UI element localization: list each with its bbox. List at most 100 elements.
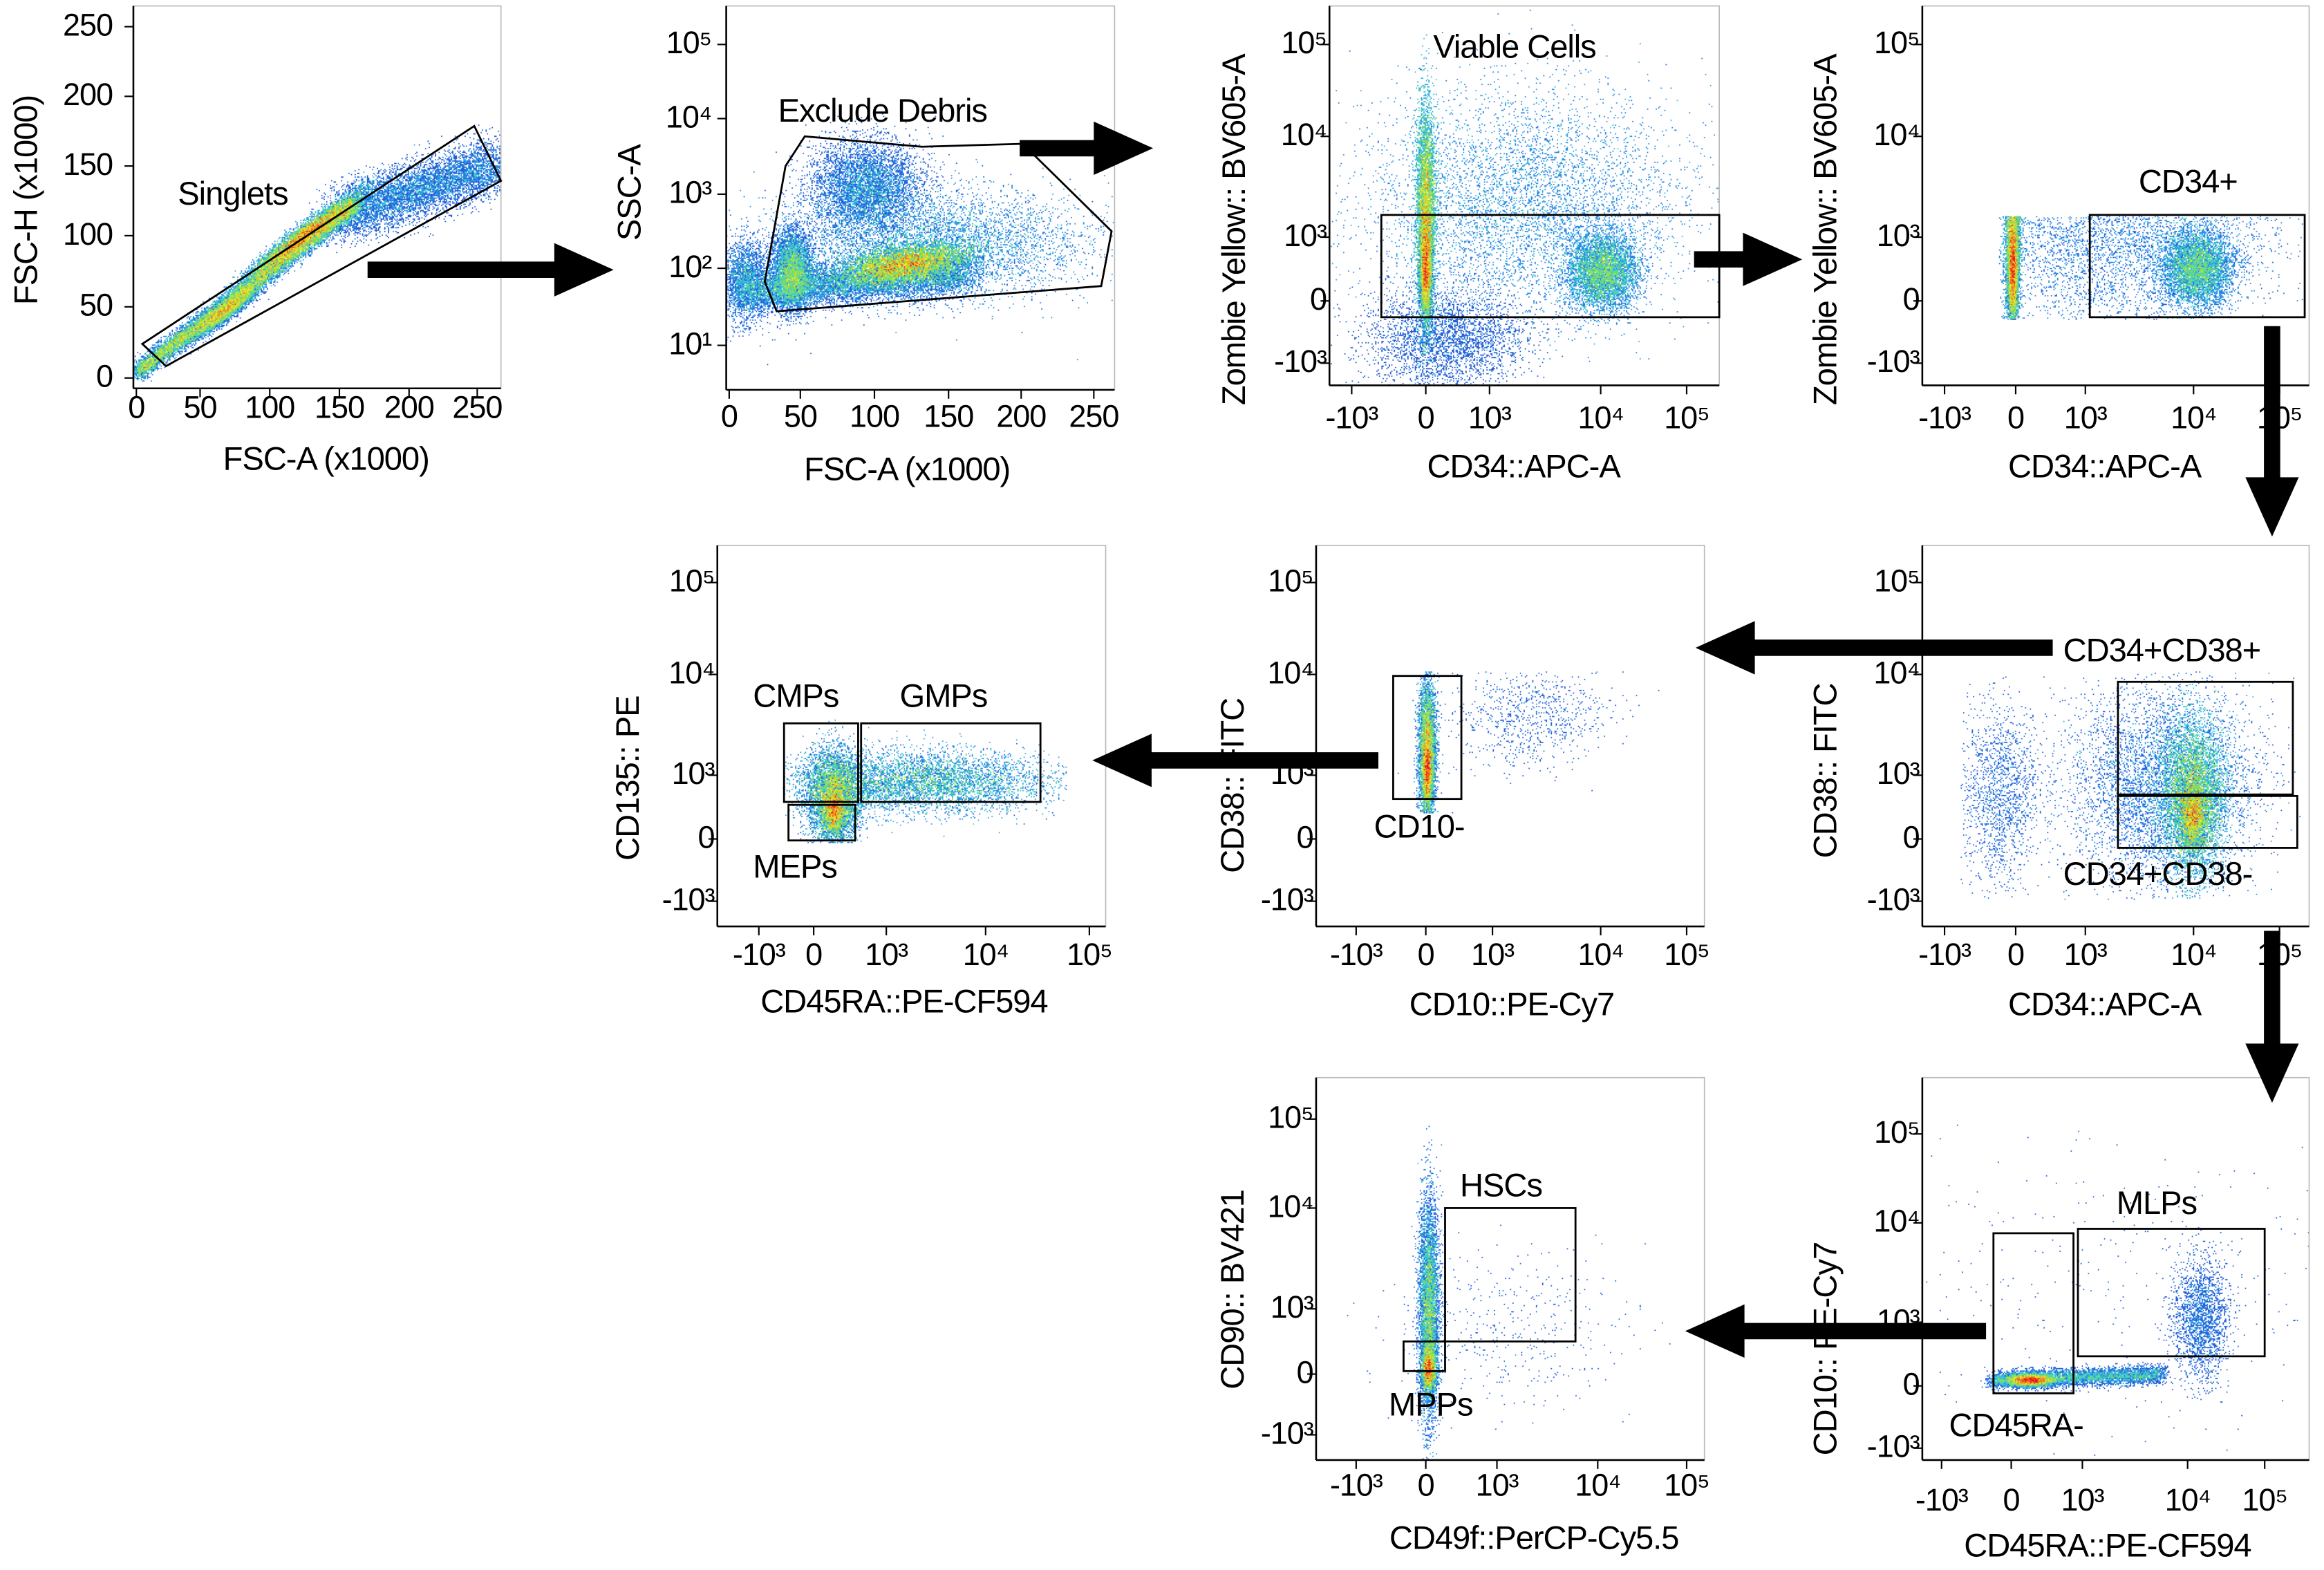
y-axis-label: SSC-A	[610, 144, 648, 241]
density-plot-hscs	[1315, 1077, 1705, 1460]
plot-cd34-positive	[1913, 5, 2310, 395]
density-plot-cd34-cd38	[1922, 545, 2309, 927]
y-tick-label: 0	[1902, 283, 1920, 317]
y-axis-label: Zombie Yellow:: BV605-A	[1806, 54, 1844, 406]
y-tick-label: 10³	[1876, 1304, 1920, 1339]
y-tick-label: 0	[1902, 1368, 1920, 1403]
plot-frame	[1315, 1076, 1705, 1461]
gate-label: CD34+CD38+	[2063, 631, 2262, 669]
y-tick-label: 10⁵	[666, 26, 713, 61]
y-tick-label: 10⁵	[1874, 564, 1920, 599]
gate-cd34-cd38-1[interactable]	[2117, 794, 2298, 849]
y-tick-label: 150	[63, 148, 113, 183]
x-tick-label: 100	[245, 391, 295, 426]
x-tick-label: 0	[128, 391, 145, 426]
x-tick-label: 10³	[2061, 1484, 2105, 1518]
density-plot-cd34-positive	[1922, 6, 2309, 386]
gate-cd34-cd38-0[interactable]	[2117, 680, 2294, 796]
y-axis-label: CD38:: FITC	[1214, 698, 1251, 873]
density-plot-singlets	[133, 6, 501, 389]
y-tick-label: 0	[1309, 283, 1327, 317]
gate-label: CD45RA-	[1949, 1406, 2083, 1444]
gate-progenitors-1[interactable]	[860, 722, 1042, 803]
x-tick-label: 0	[1417, 938, 1435, 973]
x-tick-label: 10⁴	[1577, 938, 1624, 973]
plot-hscs	[1307, 1076, 1705, 1469]
gate-singlets-0[interactable]	[140, 124, 503, 368]
x-tick-label: 10⁴	[962, 938, 1009, 973]
gate-hscs-0[interactable]	[1444, 1207, 1577, 1343]
gate-label: HSCs	[1459, 1166, 1543, 1204]
y-tick-label: 10⁴	[1873, 118, 1920, 153]
y-tick-label: 200	[63, 78, 113, 113]
plot-exclude-debris	[717, 5, 1116, 399]
y-tick-label: 10⁵	[1281, 26, 1327, 61]
gate-label: CD10-	[1374, 807, 1465, 845]
arrow-left-icon	[1695, 621, 2053, 675]
x-tick-label: 250	[1069, 400, 1119, 435]
x-tick-label: 50	[183, 391, 217, 426]
x-axis-label: CD10::PE-Cy7	[1409, 985, 1615, 1023]
y-tick-label: 0	[697, 821, 715, 856]
x-tick-label: 0	[2003, 1484, 2021, 1518]
x-axis-label: CD34::APC-A	[1427, 447, 1621, 485]
arrow-left-icon	[1685, 1304, 1987, 1358]
x-axis-label: FSC-A (x1000)	[804, 450, 1011, 488]
plot-cd34-cd38	[1913, 545, 2310, 935]
gate-hscs-1[interactable]	[1403, 1340, 1446, 1372]
gate-label: CD34+	[2138, 162, 2238, 200]
plot-frame	[1922, 5, 2310, 386]
x-tick-label: 10⁵	[2242, 1484, 2288, 1518]
x-axis-label: CD45RA::PE-CF594	[760, 982, 1048, 1020]
y-tick-label: 10⁵	[1874, 1116, 1920, 1150]
x-tick-label: 10⁴	[2171, 402, 2217, 436]
x-tick-label: 150	[924, 400, 974, 435]
gate-mlps-0[interactable]	[1992, 1232, 2074, 1394]
gate-label: CMPs	[753, 677, 839, 715]
x-tick-label: 10⁵	[1664, 938, 1710, 973]
x-tick-label: 0	[720, 400, 738, 435]
y-tick-label: -10³	[1274, 345, 1327, 380]
plot-frame	[725, 5, 1116, 391]
plot-progenitors	[708, 545, 1107, 935]
gate-mlps-1[interactable]	[2077, 1228, 2266, 1358]
plot-frame	[1315, 545, 1705, 927]
x-tick-label: -10³	[732, 938, 786, 973]
gate-label: Viable Cells	[1433, 28, 1596, 66]
y-tick-label: -10³	[662, 883, 715, 918]
density-plot-exclude-debris	[726, 6, 1115, 390]
y-tick-label: 0	[1296, 1356, 1314, 1391]
x-tick-label: 150	[315, 391, 365, 426]
y-tick-label: 10⁵	[668, 564, 715, 599]
y-tick-label: -10³	[1260, 1417, 1314, 1452]
y-tick-label: 10⁵	[1268, 1101, 1314, 1136]
gate-label: Singlets	[178, 175, 288, 212]
y-tick-label: 10⁴	[665, 100, 712, 135]
gate-exclude-debris-0[interactable]	[763, 135, 1113, 312]
y-tick-label: 10⁵	[1268, 564, 1314, 599]
y-tick-label: 10³	[671, 757, 715, 792]
x-tick-label: 200	[384, 391, 435, 426]
gate-progenitors-0[interactable]	[783, 722, 859, 803]
x-tick-label: -10³	[1915, 1484, 1969, 1518]
y-tick-label: 10³	[1876, 757, 1920, 792]
gate-progenitors-2[interactable]	[787, 803, 856, 842]
gate-cd10-negative-0[interactable]	[1392, 675, 1463, 801]
y-tick-label: 0	[1902, 821, 1920, 856]
y-tick-label: 10⁴	[668, 656, 715, 691]
y-tick-label: 50	[79, 289, 113, 324]
y-tick-label: 10³	[1284, 219, 1327, 254]
y-axis-label: CD10:: PE-Cy7	[1806, 1242, 1844, 1456]
y-tick-label: 10⁴	[1267, 1190, 1313, 1225]
x-tick-label: 10⁵	[2256, 402, 2303, 436]
density-plot-cd10-negative	[1315, 545, 1705, 927]
x-tick-label: 10³	[2063, 402, 2108, 436]
x-tick-label: 50	[783, 400, 818, 435]
y-tick-label: 10⁵	[1874, 26, 1920, 61]
x-tick-label: 10⁵	[2256, 938, 2303, 973]
gate-viable-cells-0[interactable]	[1380, 214, 1721, 319]
x-tick-label: 10³	[1471, 938, 1515, 973]
gate-cd34-positive-0[interactable]	[2088, 214, 2306, 319]
y-tick-label: 10⁴	[1280, 118, 1327, 153]
y-tick-label: 10⁴	[1873, 656, 1920, 691]
